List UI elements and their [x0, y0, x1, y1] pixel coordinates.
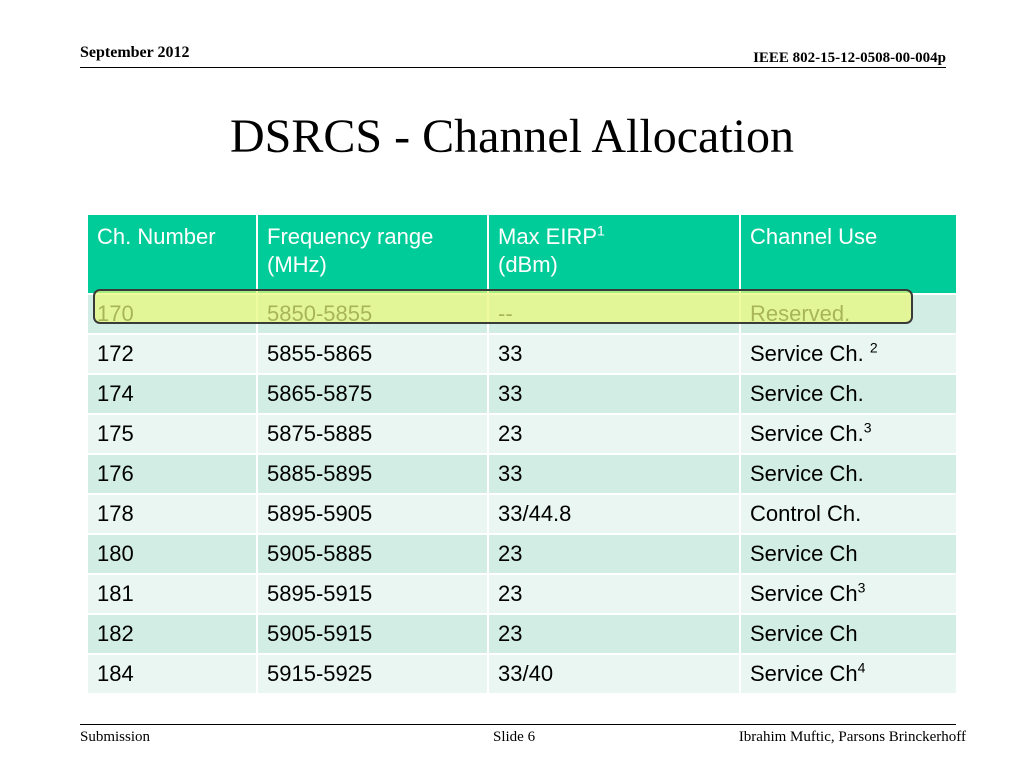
cell-max-eirp: 33 — [487, 453, 741, 495]
cell-ch-number: 175 — [86, 413, 258, 455]
header-divider — [80, 67, 946, 68]
slide-title: DSRCS - Channel Allocation — [230, 110, 794, 163]
cell-frequency: 5905-5915 — [256, 613, 489, 655]
cell-max-eirp: 33 — [487, 373, 741, 415]
cell-max-eirp: 23 — [487, 413, 741, 455]
table-row: 180 5905-5885 23 Service Ch — [86, 533, 958, 575]
table-row: 178 5895-5905 33/44.8 Control Ch. — [86, 493, 958, 535]
cell-frequency: 5895-5905 — [256, 493, 489, 535]
cell-channel-use: Control Ch. — [739, 493, 958, 535]
footer-slide-number: Slide 6 — [493, 729, 536, 745]
cell-ch-number: 172 — [86, 333, 258, 375]
cell-channel-use: Service Ch. 2 — [739, 333, 958, 375]
footer-submission: Submission — [80, 729, 151, 745]
cell-ch-number: 170 — [86, 293, 258, 335]
cell-ch-number: 182 — [86, 613, 258, 655]
column-header-frequency-range: Frequency range (MHz) — [256, 213, 489, 295]
cell-frequency: 5865-5875 — [256, 373, 489, 415]
cell-ch-number: 184 — [86, 653, 258, 695]
cell-frequency: 5895-5915 — [256, 573, 489, 615]
cell-max-eirp: 33/44.8 — [487, 493, 741, 535]
cell-channel-use: Service Ch. — [739, 453, 958, 495]
footer-author: Ibrahim Muftic, Parsons Brinckerhoff — [738, 729, 966, 745]
table-row: 184 5915-5925 33/40 Service Ch4 — [86, 653, 958, 695]
cell-channel-use: Reserved. — [739, 293, 958, 335]
column-header-max-eirp: Max EIRP1 (dBm) — [487, 213, 741, 295]
column-header-ch-number: Ch. Number — [86, 213, 258, 295]
table-row: 172 5855-5865 33 Service Ch. 2 — [86, 333, 958, 375]
channel-allocation-table: Ch. Number Frequency range (MHz) Max EIR… — [86, 213, 958, 695]
table-row: 181 5895-5915 23 Service Ch3 — [86, 573, 958, 615]
cell-max-eirp: 33 — [487, 333, 741, 375]
cell-frequency: 5855-5865 — [256, 333, 489, 375]
cell-channel-use: Service Ch3 — [739, 573, 958, 615]
cell-channel-use: Service Ch — [739, 533, 958, 575]
cell-channel-use: Service Ch — [739, 613, 958, 655]
table-row: 176 5885-5895 33 Service Ch. — [86, 453, 958, 495]
table-row: 170 5850-5855 -- Reserved. — [86, 293, 958, 335]
cell-frequency: 5885-5895 — [256, 453, 489, 495]
table-row: 174 5865-5875 33 Service Ch. — [86, 373, 958, 415]
footer-divider — [80, 724, 956, 725]
cell-channel-use: Service Ch. — [739, 373, 958, 415]
cell-ch-number: 178 — [86, 493, 258, 535]
cell-ch-number: 176 — [86, 453, 258, 495]
cell-max-eirp: 23 — [487, 533, 741, 575]
header-date: September 2012 — [80, 44, 190, 61]
table-header-row: Ch. Number Frequency range (MHz) Max EIR… — [86, 213, 958, 295]
footnote-marker: 1 — [597, 222, 605, 239]
cell-max-eirp: 23 — [487, 573, 741, 615]
cell-max-eirp: 23 — [487, 613, 741, 655]
column-header-channel-use: Channel Use — [739, 213, 958, 295]
cell-max-eirp: -- — [487, 293, 741, 335]
cell-ch-number: 181 — [86, 573, 258, 615]
table-row: 182 5905-5915 23 Service Ch — [86, 613, 958, 655]
cell-channel-use: Service Ch4 — [739, 653, 958, 695]
cell-channel-use: Service Ch.3 — [739, 413, 958, 455]
table-row: 175 5875-5885 23 Service Ch.3 — [86, 413, 958, 455]
cell-frequency: 5875-5885 — [256, 413, 489, 455]
cell-ch-number: 174 — [86, 373, 258, 415]
cell-frequency: 5905-5885 — [256, 533, 489, 575]
header-document-id: IEEE 802-15-12-0508-00-004p — [753, 50, 946, 66]
cell-ch-number: 180 — [86, 533, 258, 575]
cell-frequency: 5850-5855 — [256, 293, 489, 335]
cell-frequency: 5915-5925 — [256, 653, 489, 695]
cell-max-eirp: 33/40 — [487, 653, 741, 695]
